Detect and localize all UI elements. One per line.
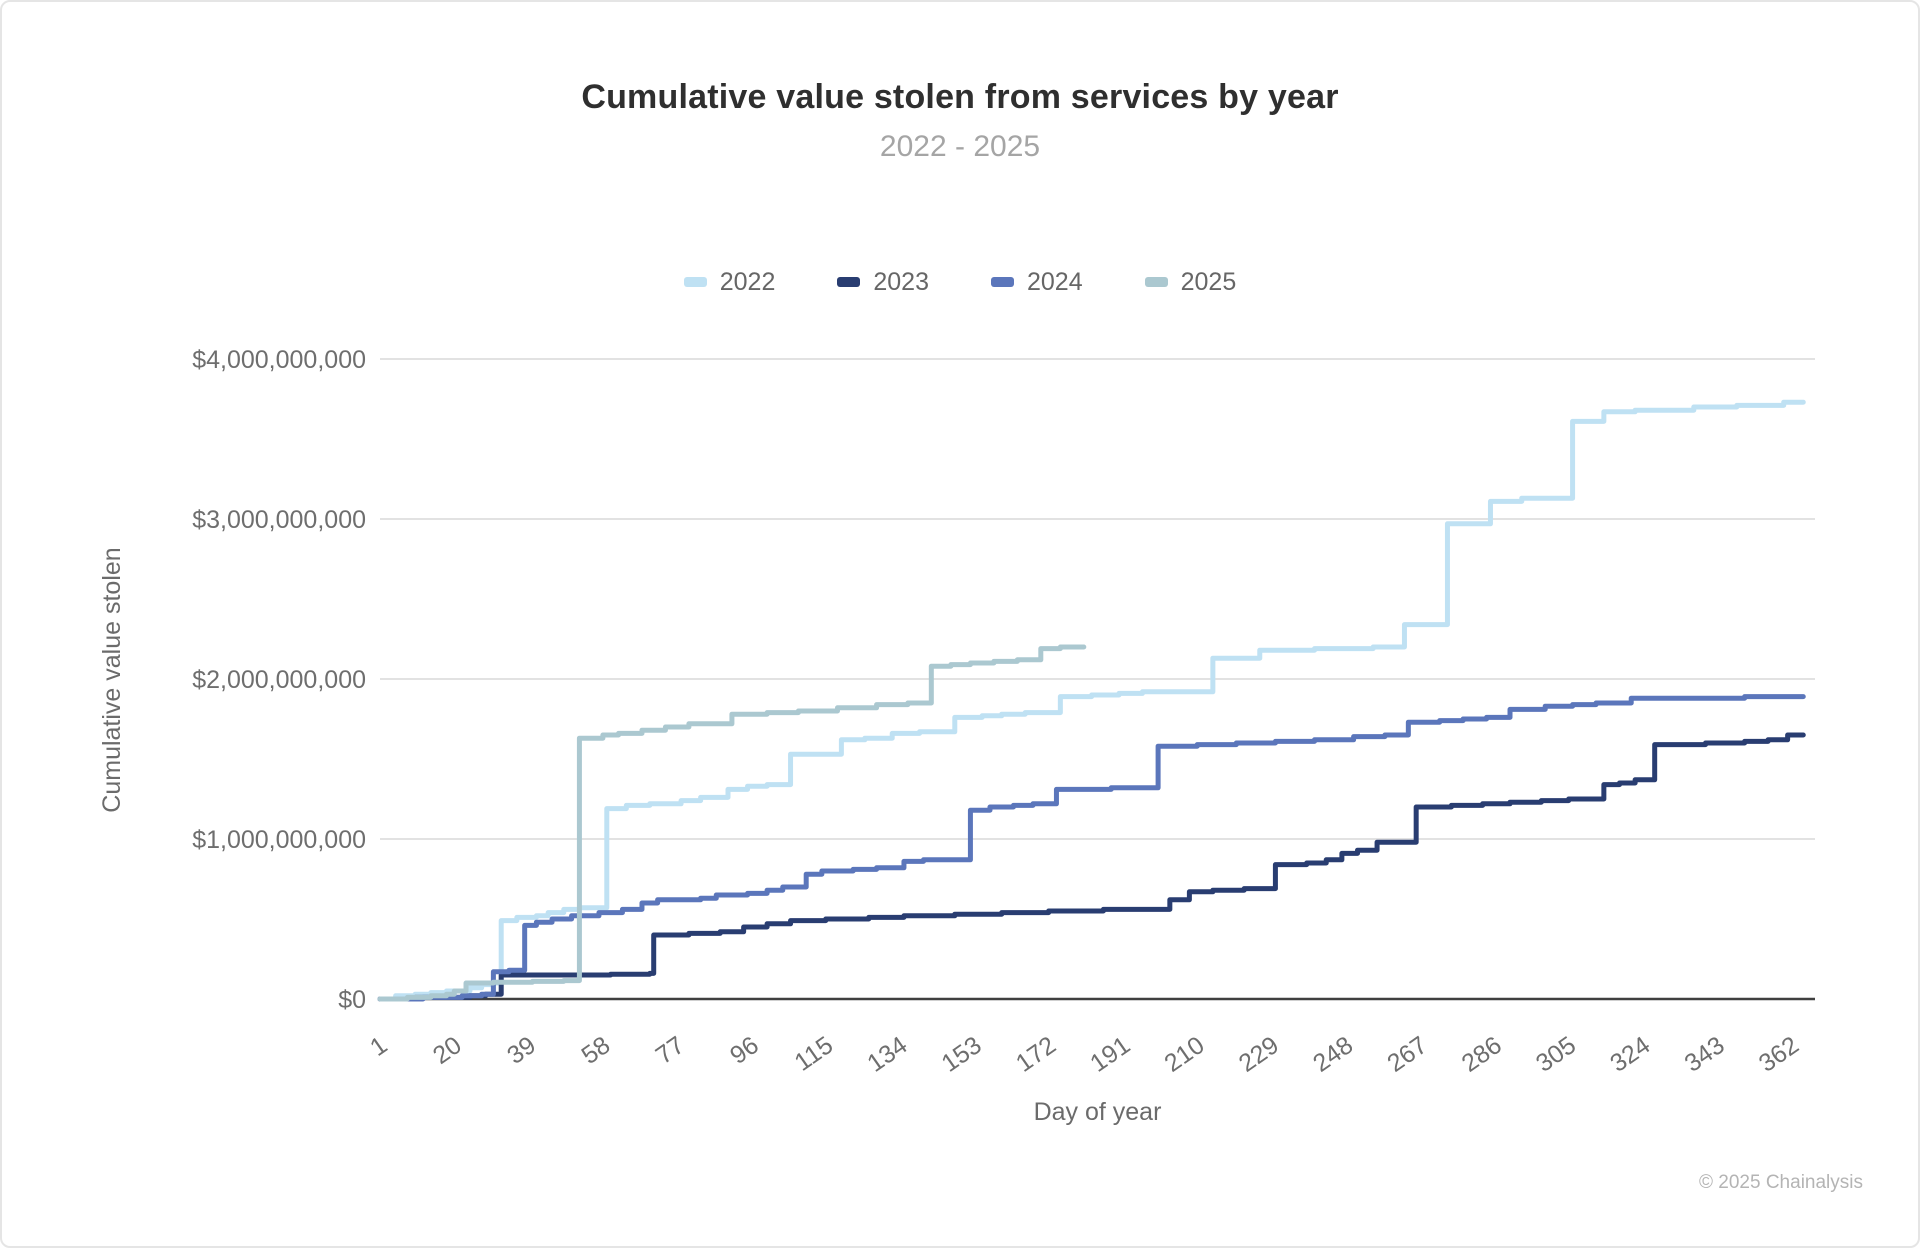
legend-item-2023[interactable]: 2023 bbox=[837, 268, 929, 297]
x-tick-label: 305 bbox=[1531, 1031, 1581, 1078]
x-tick-label: 172 bbox=[1011, 1031, 1061, 1078]
y-tick-label: $4,000,000,000 bbox=[192, 346, 366, 374]
chart-subtitle: 2022 - 2025 bbox=[879, 130, 1041, 163]
x-tick-label: 210 bbox=[1159, 1031, 1209, 1078]
x-tick-label: 1 bbox=[365, 1031, 392, 1062]
x-tick-label: 39 bbox=[502, 1031, 541, 1070]
x-tick-label: 20 bbox=[428, 1031, 467, 1070]
x-tick-label: 362 bbox=[1754, 1031, 1804, 1078]
legend-swatch-2023 bbox=[837, 277, 861, 287]
legend-item-2024[interactable]: 2024 bbox=[991, 268, 1083, 297]
x-tick-label: 96 bbox=[725, 1031, 764, 1070]
x-tick-label: 248 bbox=[1308, 1031, 1358, 1078]
y-tick-label: $0 bbox=[338, 986, 366, 1014]
y-axis-title: Cumulative value stolen bbox=[98, 547, 126, 813]
x-tick-label: 286 bbox=[1457, 1031, 1507, 1078]
x-tick-label: 153 bbox=[937, 1031, 987, 1078]
x-tick-label: 343 bbox=[1679, 1031, 1729, 1078]
legend-swatch-2022 bbox=[683, 277, 707, 287]
legend-item-2025[interactable]: 2025 bbox=[1144, 267, 1237, 297]
legend-label: 2024 bbox=[1027, 267, 1083, 296]
y-tick-label: $1,000,000,000 bbox=[192, 826, 366, 854]
series-line-2023 bbox=[377, 732, 1806, 1002]
series-line-2024 bbox=[377, 694, 1806, 1002]
x-tick-label: 115 bbox=[789, 1031, 838, 1077]
legend-item-2022[interactable]: 2022 bbox=[683, 267, 776, 297]
x-axis-title: Day of year bbox=[1033, 1098, 1162, 1126]
y-tick-label: $2,000,000,000 bbox=[192, 666, 366, 694]
series-line-2025 bbox=[377, 644, 1087, 1002]
legend-swatch-2025 bbox=[1144, 277, 1168, 287]
copyright-text: © 2025 Chainalysis bbox=[1699, 1172, 1863, 1193]
x-tick-label: 58 bbox=[576, 1031, 615, 1070]
series-line-2022 bbox=[377, 399, 1806, 1002]
y-tick-label: $3,000,000,000 bbox=[192, 506, 366, 534]
x-tick-label: 229 bbox=[1234, 1031, 1284, 1078]
chart-legend: 2022 2023 2024 2025 bbox=[2, 260, 1918, 304]
legend-label: 2025 bbox=[1180, 267, 1237, 296]
legend-swatch-2024 bbox=[991, 277, 1014, 287]
legend-label: 2022 bbox=[719, 267, 776, 296]
x-tick-label: 191 bbox=[1085, 1031, 1135, 1078]
x-tick-label: 77 bbox=[651, 1031, 690, 1070]
chart-title: Cumulative value stolen from services by… bbox=[581, 78, 1339, 116]
x-tick-label: 267 bbox=[1382, 1031, 1432, 1078]
x-tick-label: 324 bbox=[1605, 1031, 1655, 1078]
legend-label: 2023 bbox=[873, 267, 929, 296]
x-tick-label: 134 bbox=[862, 1031, 912, 1078]
